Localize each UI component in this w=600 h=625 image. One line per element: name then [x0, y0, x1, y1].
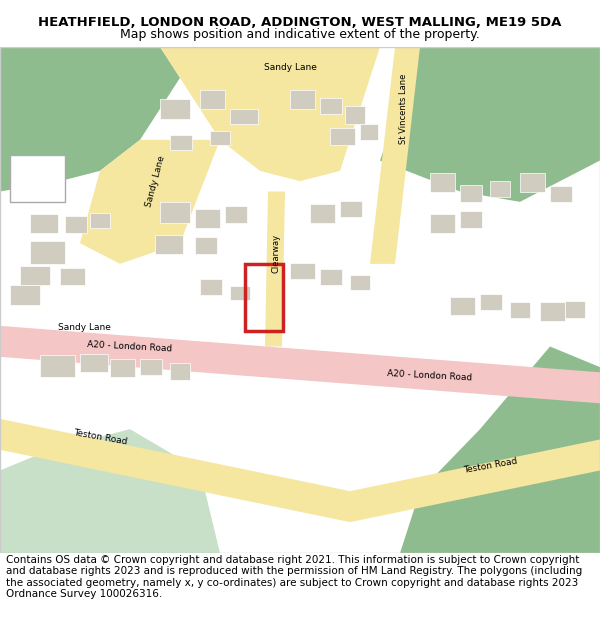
Text: A20 - London Road: A20 - London Road [387, 369, 473, 382]
FancyBboxPatch shape [10, 156, 65, 202]
FancyBboxPatch shape [565, 301, 585, 318]
FancyBboxPatch shape [290, 262, 315, 279]
FancyBboxPatch shape [460, 186, 482, 202]
Polygon shape [400, 346, 600, 553]
FancyBboxPatch shape [330, 129, 355, 145]
FancyBboxPatch shape [520, 173, 545, 191]
FancyBboxPatch shape [200, 279, 222, 295]
Polygon shape [0, 419, 350, 522]
FancyBboxPatch shape [430, 214, 455, 233]
FancyBboxPatch shape [60, 268, 85, 284]
FancyBboxPatch shape [155, 235, 183, 254]
FancyBboxPatch shape [345, 106, 365, 124]
Polygon shape [265, 191, 285, 346]
FancyBboxPatch shape [20, 266, 50, 284]
FancyBboxPatch shape [310, 204, 335, 222]
FancyBboxPatch shape [170, 363, 190, 379]
Text: HEATHFIELD, LONDON ROAD, ADDINGTON, WEST MALLING, ME19 5DA: HEATHFIELD, LONDON ROAD, ADDINGTON, WEST… [38, 16, 562, 29]
FancyBboxPatch shape [195, 209, 220, 227]
Text: Clearway: Clearway [271, 234, 281, 273]
FancyBboxPatch shape [195, 237, 217, 254]
Text: A20 - London Road: A20 - London Road [87, 340, 173, 353]
Text: Map shows position and indicative extent of the property.: Map shows position and indicative extent… [120, 28, 480, 41]
Text: Contains OS data © Crown copyright and database right 2021. This information is : Contains OS data © Crown copyright and d… [6, 554, 582, 599]
FancyBboxPatch shape [30, 241, 65, 264]
Polygon shape [450, 47, 600, 140]
FancyBboxPatch shape [80, 354, 108, 372]
FancyBboxPatch shape [230, 286, 250, 300]
FancyBboxPatch shape [510, 302, 530, 318]
FancyBboxPatch shape [170, 135, 192, 150]
FancyBboxPatch shape [210, 131, 230, 145]
FancyBboxPatch shape [360, 124, 378, 140]
Text: St Vincents Lane: St Vincents Lane [398, 74, 407, 144]
Polygon shape [80, 140, 220, 264]
Polygon shape [380, 47, 600, 202]
Text: Sandy Lane: Sandy Lane [58, 323, 111, 332]
Polygon shape [0, 429, 220, 553]
Polygon shape [0, 47, 180, 191]
FancyBboxPatch shape [110, 359, 135, 378]
FancyBboxPatch shape [430, 173, 455, 191]
FancyBboxPatch shape [490, 181, 510, 197]
FancyBboxPatch shape [350, 275, 370, 289]
FancyBboxPatch shape [230, 109, 258, 124]
FancyBboxPatch shape [340, 201, 362, 217]
Polygon shape [350, 439, 600, 522]
FancyBboxPatch shape [90, 213, 110, 228]
FancyBboxPatch shape [320, 98, 342, 114]
Text: Teston Road: Teston Road [73, 428, 128, 447]
FancyBboxPatch shape [200, 90, 225, 109]
Polygon shape [160, 47, 380, 181]
FancyBboxPatch shape [65, 216, 87, 233]
Polygon shape [0, 326, 600, 403]
Text: Sandy Lane: Sandy Lane [144, 154, 166, 208]
FancyBboxPatch shape [290, 90, 315, 109]
FancyBboxPatch shape [10, 284, 40, 305]
FancyBboxPatch shape [30, 214, 58, 233]
FancyBboxPatch shape [550, 186, 572, 202]
FancyBboxPatch shape [320, 269, 342, 284]
FancyBboxPatch shape [140, 359, 162, 376]
Polygon shape [370, 47, 420, 264]
FancyBboxPatch shape [160, 99, 190, 119]
FancyBboxPatch shape [40, 355, 75, 377]
FancyBboxPatch shape [480, 294, 502, 311]
Text: Sandy Lane: Sandy Lane [263, 63, 316, 72]
FancyBboxPatch shape [460, 211, 482, 227]
FancyBboxPatch shape [450, 297, 475, 316]
FancyBboxPatch shape [225, 206, 247, 222]
Text: Teston Road: Teston Road [463, 456, 518, 474]
FancyBboxPatch shape [160, 202, 190, 222]
FancyBboxPatch shape [540, 302, 565, 321]
